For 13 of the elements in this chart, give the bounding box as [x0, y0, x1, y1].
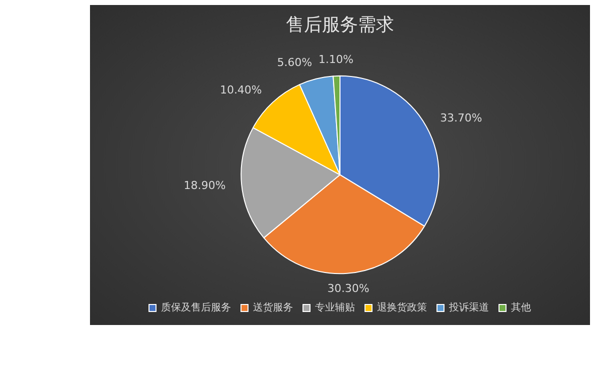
legend-label: 质保及售后服务: [161, 302, 231, 314]
legend-label: 专业辅贴: [315, 302, 355, 314]
data-label: 30.30%: [327, 282, 370, 296]
chart-title: 售后服务需求: [286, 14, 394, 36]
data-label: 18.90%: [184, 178, 226, 192]
legend-label: 送货服务: [253, 302, 293, 314]
data-label: 10.40%: [220, 83, 262, 96]
legend-label: 退换货政策: [377, 302, 427, 314]
data-label: 1.10%: [318, 52, 354, 66]
data-label: 33.70%: [440, 111, 482, 124]
data-label: 5.60%: [277, 56, 312, 70]
legend-label: 投诉渠道: [448, 302, 489, 314]
legend-label: 其他: [511, 302, 531, 314]
